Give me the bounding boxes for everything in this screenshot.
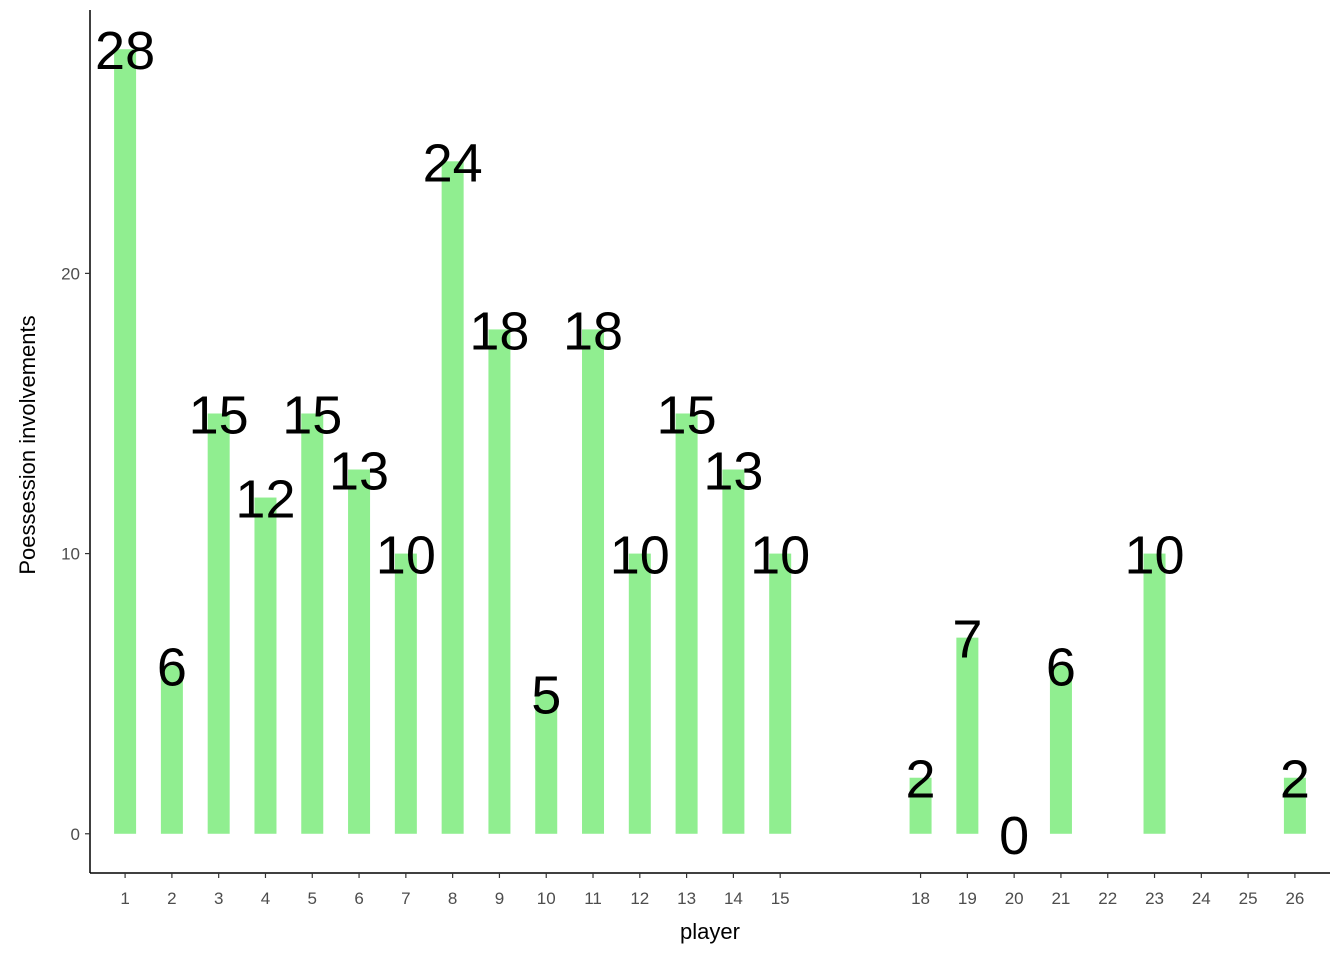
x-tick-label-26: 26: [1285, 889, 1304, 908]
data-label-player-2: 6: [157, 638, 187, 698]
x-tick-label-1: 1: [120, 889, 129, 908]
bar-player-4: [254, 497, 277, 834]
bars-group: [114, 49, 1306, 834]
x-tick-label-6: 6: [354, 889, 363, 908]
x-tick-label-22: 22: [1098, 889, 1117, 908]
data-label-player-21: 6: [1046, 638, 1076, 698]
bar-player-1: [114, 49, 137, 834]
data-label-player-9: 18: [469, 301, 529, 361]
x-tick-label-9: 9: [495, 889, 504, 908]
data-label-player-26: 2: [1280, 750, 1310, 810]
x-tick-label-21: 21: [1051, 889, 1070, 908]
data-label-player-14: 13: [703, 442, 763, 502]
bar-player-23: [1143, 553, 1166, 834]
x-ticks-group: 1 2 3 4 5 6 7 8 9 10 11 12 13 14 15 18 19 20 21 22 23 24 25 26: [120, 873, 1304, 908]
x-tick-label-24: 24: [1192, 889, 1211, 908]
bar-player-7: [394, 553, 417, 834]
x-tick-label-8: 8: [448, 889, 457, 908]
x-tick-label-15: 15: [771, 889, 790, 908]
x-tick-label-5: 5: [308, 889, 317, 908]
bar-player-26: [1283, 777, 1306, 834]
y-axis-title: Poessession involvements: [15, 315, 40, 574]
x-tick-label-2: 2: [167, 889, 176, 908]
x-tick-label-23: 23: [1145, 889, 1164, 908]
x-tick-label-20: 20: [1005, 889, 1024, 908]
x-tick-label-13: 13: [677, 889, 696, 908]
bar-player-13: [675, 413, 698, 834]
bar-player-19: [956, 637, 979, 834]
data-label-player-5: 15: [282, 385, 342, 445]
y-tick-label-0: 0: [71, 825, 80, 844]
bar-player-2: [160, 665, 183, 834]
bar-player-10: [535, 693, 558, 834]
x-tick-label-25: 25: [1239, 889, 1258, 908]
x-tick-label-4: 4: [261, 889, 270, 908]
x-tick-label-10: 10: [537, 889, 556, 908]
data-label-player-3: 15: [189, 385, 249, 445]
data-label-player-13: 15: [657, 385, 717, 445]
bar-player-11: [582, 329, 605, 834]
bar-player-8: [441, 161, 464, 834]
bar-player-3: [207, 413, 230, 834]
data-label-player-7: 10: [376, 526, 436, 586]
data-label-player-11: 18: [563, 301, 623, 361]
data-label-player-23: 10: [1124, 526, 1184, 586]
x-axis-title: player: [680, 919, 740, 944]
bar-player-9: [488, 329, 511, 834]
x-tick-label-19: 19: [958, 889, 977, 908]
x-tick-label-12: 12: [630, 889, 649, 908]
y-tick-label-10: 10: [61, 545, 80, 564]
data-label-player-6: 13: [329, 442, 389, 502]
data-label-player-18: 2: [906, 750, 936, 810]
bar-player-14: [722, 469, 745, 834]
data-label-player-1: 28: [95, 21, 155, 81]
data-label-player-4: 12: [235, 470, 295, 530]
bar-player-5: [301, 413, 324, 834]
data-label-player-15: 10: [750, 526, 810, 586]
x-tick-label-7: 7: [401, 889, 410, 908]
x-tick-label-18: 18: [911, 889, 930, 908]
x-tick-label-3: 3: [214, 889, 223, 908]
bar-player-15: [769, 553, 792, 834]
data-label-player-19: 7: [952, 610, 982, 670]
bar-player-6: [348, 469, 371, 834]
data-label-player-12: 10: [610, 526, 670, 586]
y-tick-label-20: 20: [61, 264, 80, 283]
bar-player-12: [628, 553, 651, 834]
data-label-player-10: 5: [531, 666, 561, 726]
bar-player-21: [1049, 665, 1072, 834]
x-tick-label-14: 14: [724, 889, 743, 908]
x-tick-label-11: 11: [584, 889, 602, 908]
bar-player-18: [909, 777, 932, 834]
data-label-player-20: 0: [999, 806, 1029, 866]
y-ticks-group: 0 10 20: [61, 264, 90, 844]
data-label-player-8: 24: [423, 133, 483, 193]
